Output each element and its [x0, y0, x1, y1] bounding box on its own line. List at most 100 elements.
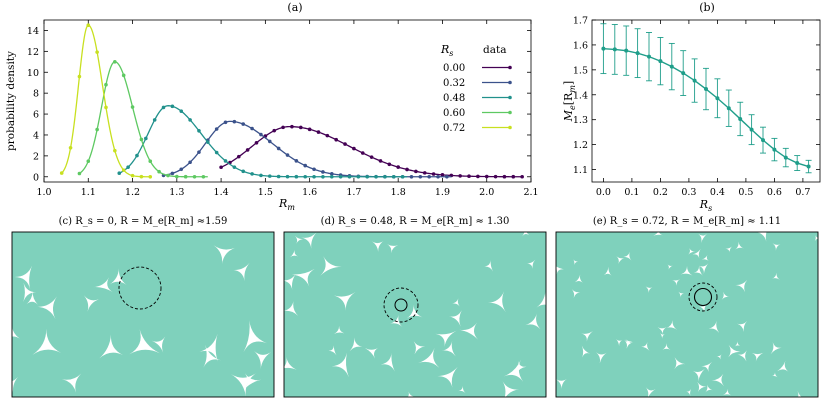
x-tick-label: 0.0	[596, 187, 611, 198]
y-tick-label: 12	[27, 47, 39, 58]
data-point	[241, 169, 246, 174]
data-point	[338, 174, 343, 179]
pore	[203, 344, 221, 368]
panel-a: (a) 1.0 1.1 1.2 1.3 1.4 1.5 1.6 1.7 1.8 1.9 2.0 2.1…	[5, 1, 539, 212]
data-point	[130, 105, 135, 109]
pore	[487, 291, 506, 313]
data-point	[126, 165, 130, 169]
data-point	[329, 172, 334, 176]
panel-b-ticks: 0.0 0.1 0.2 0.3 0.4 0.5 0.6 0.7 1.1 1.2 1.3 1.4 1.5 1…	[573, 16, 820, 198]
y-tick-label: 1.1	[573, 165, 588, 176]
data-point	[175, 174, 179, 179]
panel-a-ticks: 1.0 1.1 1.2 1.3 1.4 1.5 1.6 1.7 1.8 1.9 2.0 2.1 0 2 4 6…	[27, 20, 539, 198]
pore	[737, 350, 747, 362]
data-point	[400, 174, 405, 179]
data-point	[612, 47, 617, 52]
y-tick-label: 6	[33, 110, 39, 121]
legend-marker	[508, 65, 512, 70]
pore	[12, 376, 19, 394]
data-point	[772, 147, 777, 152]
pore	[701, 255, 709, 262]
panel-d-pores	[284, 232, 546, 397]
x-tick-label: 2.0	[479, 187, 494, 198]
data-point	[321, 170, 325, 174]
pore	[662, 343, 671, 350]
x-tick-label: 0.2	[653, 187, 668, 198]
y-tick-label: 1.7	[573, 16, 588, 27]
y-tick-label: 1.6	[573, 40, 588, 51]
data-point	[294, 174, 299, 179]
data-point	[214, 150, 219, 155]
data-point	[157, 169, 161, 174]
pore	[697, 381, 707, 392]
data-point	[197, 128, 201, 133]
data-point	[139, 137, 144, 142]
data-point	[738, 116, 743, 121]
pore	[725, 246, 733, 253]
data-point	[378, 159, 383, 163]
data-point	[139, 174, 144, 179]
pore	[199, 333, 218, 362]
pore	[678, 291, 685, 298]
data-point	[179, 109, 184, 113]
data-point	[201, 174, 206, 179]
pore	[12, 325, 20, 339]
data-point	[113, 148, 117, 153]
data-point	[321, 174, 325, 179]
pore	[526, 259, 536, 269]
pore	[452, 298, 460, 307]
data-point	[148, 159, 153, 164]
pore	[230, 373, 257, 397]
data-point	[135, 153, 139, 158]
data-point	[148, 174, 153, 179]
data-point	[285, 153, 290, 157]
pore	[623, 251, 632, 261]
y-tick-label: 0	[33, 172, 39, 183]
pore	[770, 342, 782, 355]
pore	[380, 352, 395, 372]
pore	[777, 360, 789, 372]
panel-c-frame	[11, 231, 275, 398]
data-point	[152, 118, 157, 122]
data-point	[95, 50, 99, 54]
data-point	[272, 128, 277, 133]
data-point	[259, 132, 263, 137]
pore	[459, 322, 479, 340]
pore	[284, 300, 299, 316]
data-point	[179, 167, 184, 172]
y-tick-label: 4	[33, 130, 39, 141]
panel-a-lines	[59, 23, 524, 179]
panel-a-label: (a)	[287, 1, 302, 14]
data-point	[520, 174, 524, 179]
pore	[458, 386, 466, 393]
data-point	[484, 174, 489, 179]
y-tick-label: 14	[27, 26, 39, 37]
pore	[109, 268, 127, 285]
panel-e-caption: (e) R_s = 0.72, R = M_e[R_m] ≈ 1.11	[593, 216, 781, 227]
pore	[129, 329, 160, 355]
data-point	[692, 78, 697, 83]
pore	[672, 279, 680, 286]
pore	[721, 291, 730, 300]
x-tick-label: 0.1	[624, 187, 639, 198]
panel-b-ylabel: Me[Rm]	[562, 81, 577, 122]
data-point	[77, 74, 82, 79]
pore	[364, 347, 379, 359]
legend-marker	[508, 110, 512, 115]
legend-label: 0.72	[443, 123, 465, 134]
pore	[771, 372, 778, 378]
data-point	[276, 146, 281, 151]
panel-e: (e) R_s = 0.72, R = M_e[R_m] ≈ 1.11	[555, 216, 819, 398]
x-tick-label: 1.7	[346, 187, 361, 198]
pore	[502, 381, 520, 397]
data-point	[427, 174, 431, 179]
pore	[680, 265, 693, 276]
pore	[448, 310, 462, 327]
data-point	[511, 174, 516, 179]
data-point	[669, 64, 674, 69]
x-tick-label: 1.0	[36, 187, 51, 198]
legend-label: 0.48	[443, 93, 465, 104]
pore	[716, 354, 722, 360]
pore	[349, 337, 363, 352]
